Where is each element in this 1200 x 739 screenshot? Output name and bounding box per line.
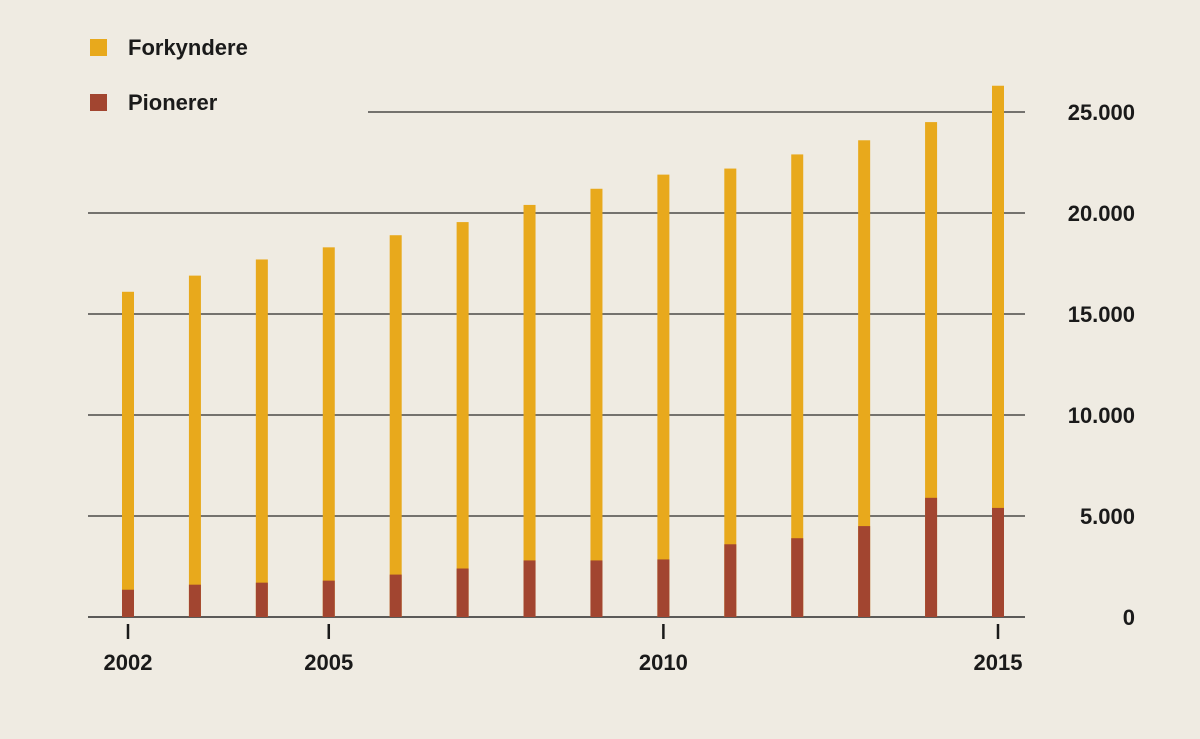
- bar-pionerer-2013: [858, 526, 871, 617]
- bar-forkyndere-2007: [456, 222, 469, 617]
- legend-label-pionerer: Pionerer: [128, 90, 218, 115]
- y-tick-label: 25.000: [1068, 100, 1135, 125]
- bar-forkyndere-2003: [188, 275, 201, 617]
- bar-forkyndere-2014: [925, 122, 938, 617]
- y-tick-label: 5.000: [1080, 504, 1135, 529]
- bar-forkyndere-2012: [791, 154, 804, 618]
- x-tick-label: 2010: [639, 650, 688, 675]
- bar-pionerer-2015: [992, 507, 1004, 617]
- bar-forkyndere-2006: [389, 235, 402, 617]
- bar-pionerer-2009: [590, 560, 603, 617]
- bar-pionerer-2005: [322, 580, 335, 617]
- y-tick-label: 0: [1123, 605, 1135, 630]
- bar-pionerer-2008: [523, 560, 536, 617]
- legend-swatch-pionerer: [90, 94, 107, 111]
- x-tick-label: 2005: [304, 650, 353, 675]
- bar-pionerer-2012: [791, 538, 804, 617]
- bar-pionerer-2007: [456, 568, 469, 617]
- bar-forkyndere-2009: [590, 188, 603, 617]
- bar-pionerer-2014: [925, 497, 938, 617]
- bar-pionerer-2011: [724, 544, 737, 617]
- y-tick-label: 15.000: [1068, 302, 1135, 327]
- x-tick-label: 2015: [974, 650, 1023, 675]
- bar-pionerer-2002: [122, 589, 134, 617]
- legend-label-forkyndere: Forkyndere: [128, 35, 248, 60]
- bar-forkyndere-2015: [992, 85, 1004, 618]
- bar-pionerer-2010: [657, 559, 670, 617]
- bar-forkyndere-2005: [322, 247, 335, 617]
- bar-pionerer-2004: [255, 582, 268, 617]
- bar-forkyndere-2008: [523, 204, 536, 618]
- bar-forkyndere-2010: [657, 174, 670, 617]
- y-tick-label: 20.000: [1068, 201, 1135, 226]
- legend-swatch-forkyndere: [90, 39, 107, 56]
- y-tick-label: 10.000: [1068, 403, 1135, 428]
- bar-pionerer-2003: [188, 584, 201, 617]
- bar-forkyndere-2011: [724, 168, 737, 617]
- bar-forkyndere-2002: [122, 291, 134, 617]
- bar-forkyndere-2013: [858, 140, 871, 617]
- bar-pionerer-2006: [389, 574, 402, 617]
- bar-forkyndere-2004: [255, 259, 268, 617]
- x-tick-label: 2002: [104, 650, 153, 675]
